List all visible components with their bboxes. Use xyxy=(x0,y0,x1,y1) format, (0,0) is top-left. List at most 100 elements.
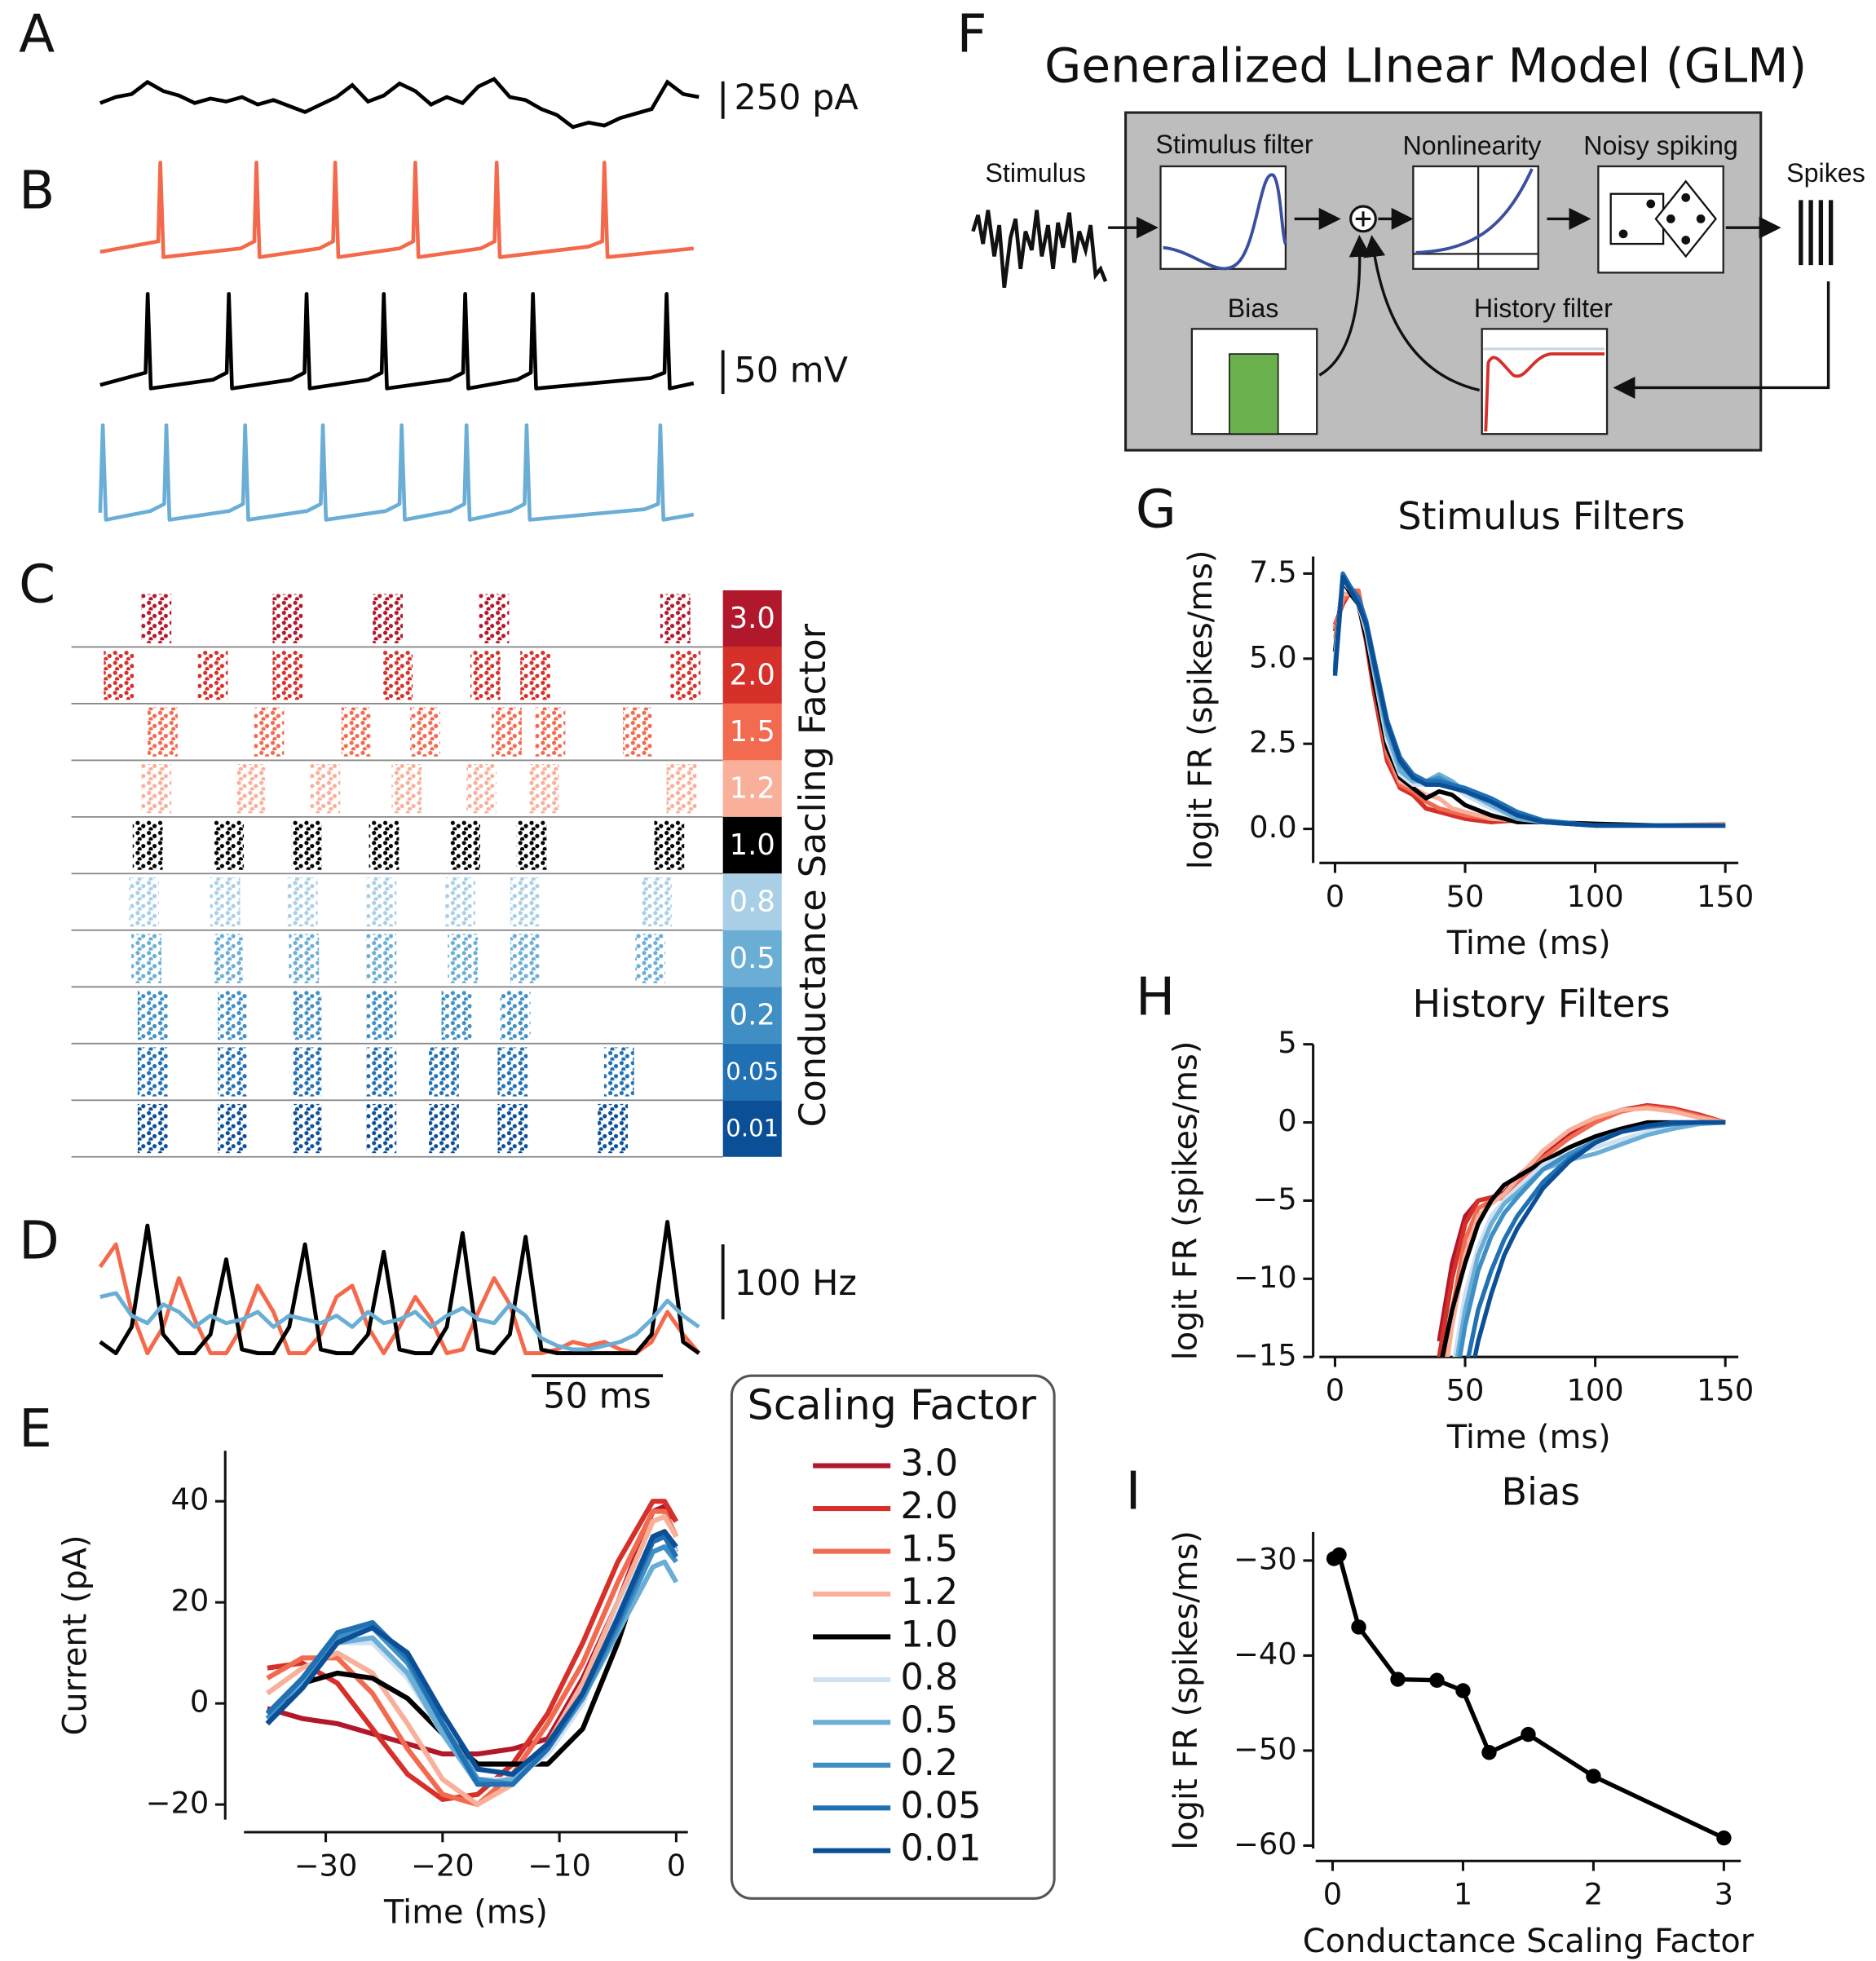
y-tick-label: −15 xyxy=(1234,1338,1297,1373)
panel-label: E xyxy=(19,1398,52,1460)
color-key-label: 0.2 xyxy=(730,999,775,1032)
diagram-title: Generalized LInear Model (GLM) xyxy=(1044,38,1807,93)
x-tick-label: 50 xyxy=(1446,879,1485,914)
color-key xyxy=(722,1100,782,1157)
y-tick-label: 0.0 xyxy=(1249,810,1297,845)
y-axis-label: Conductance Sacling Factor xyxy=(792,623,834,1127)
series-line xyxy=(1332,574,1726,828)
spike-burst xyxy=(287,877,318,927)
spike-burst xyxy=(603,1047,634,1097)
point xyxy=(1455,1683,1471,1698)
panel-label: G xyxy=(1136,479,1176,540)
series-line xyxy=(1332,571,1726,828)
box-label: Bias xyxy=(1228,294,1279,323)
x-axis-label: Conductance Scaling Factor xyxy=(1303,1923,1755,1960)
x-tick-label: 0 xyxy=(1323,1877,1342,1912)
spike-burst xyxy=(520,651,550,700)
spike-burst xyxy=(670,651,701,700)
color-key xyxy=(722,703,782,761)
spike-burst xyxy=(497,1103,528,1154)
spike-burst xyxy=(445,877,475,927)
color-key xyxy=(722,930,782,987)
x-tick-label: 100 xyxy=(1566,879,1623,914)
die-dots xyxy=(1618,192,1706,245)
legend-box xyxy=(730,1374,1056,1900)
spike-burst xyxy=(310,763,341,814)
series-line xyxy=(265,1529,678,1777)
spike-burst xyxy=(429,1047,459,1097)
x-tick-label: 2 xyxy=(1584,1877,1603,1912)
y-tick-label: −50 xyxy=(1234,1731,1297,1766)
series-line xyxy=(1332,574,1726,828)
series-line xyxy=(1332,591,1726,828)
spike-burst xyxy=(131,934,161,983)
chart-title: History Filters xyxy=(1412,982,1670,1026)
color-key-label: 0.01 xyxy=(726,1115,779,1142)
legend-label: 1.2 xyxy=(900,1571,958,1613)
nonlinearity-box xyxy=(1412,165,1539,270)
y-axis-label: logit FR (spikes/ms) xyxy=(1168,1530,1205,1850)
scale-bar-label: 50 mV xyxy=(734,351,848,391)
color-key-label: 1.2 xyxy=(730,772,775,806)
spike-burst xyxy=(291,990,322,1040)
color-key-label: 1.5 xyxy=(730,715,775,749)
current-trace xyxy=(99,77,700,130)
series-line xyxy=(265,1544,678,1787)
spike-burst xyxy=(641,877,672,927)
spike-burst xyxy=(366,990,397,1040)
stimulus-trace xyxy=(971,210,1108,289)
spike-burst xyxy=(210,877,241,927)
spike-burst xyxy=(366,1103,397,1154)
y-tick-label: 20 xyxy=(170,1583,209,1619)
chart-title: Stimulus Filters xyxy=(1397,494,1684,538)
panel-label: B xyxy=(19,160,55,221)
spike-burst xyxy=(535,707,566,757)
y-tick-label: −40 xyxy=(1234,1636,1297,1672)
scale-bar-label: 100 Hz xyxy=(734,1263,856,1304)
y-axis-label: logit FR (spikes/ms) xyxy=(1168,1041,1205,1361)
point xyxy=(1586,1769,1601,1784)
y-tick-label: 7.5 xyxy=(1249,554,1297,590)
series-line xyxy=(1332,588,1726,828)
spike-burst xyxy=(218,1103,248,1154)
spike-burst xyxy=(410,707,441,757)
color-key xyxy=(722,1043,782,1101)
series-line xyxy=(1446,1106,1726,1358)
history-curve xyxy=(1484,352,1605,432)
stimulus-label: Stimulus xyxy=(985,158,1085,188)
box-label: History filter xyxy=(1474,294,1613,323)
box-label: Stimulus filter xyxy=(1155,130,1313,159)
panel-label: H xyxy=(1136,967,1175,1028)
y-tick-label: 0 xyxy=(190,1685,209,1720)
x-axis-label: Time (ms) xyxy=(1446,925,1611,962)
spike-burst xyxy=(291,820,322,870)
spike-burst xyxy=(466,763,497,814)
y-tick-label: −60 xyxy=(1234,1826,1297,1862)
legend-label: 1.5 xyxy=(900,1529,958,1570)
y-tick-label: −5 xyxy=(1252,1181,1296,1217)
spike-burst xyxy=(141,763,172,814)
x-tick-label: 0 xyxy=(667,1848,686,1883)
spike-burst xyxy=(272,651,303,700)
spike-burst xyxy=(197,651,228,700)
color-key xyxy=(722,816,782,874)
box-label: Noisy spiking xyxy=(1583,130,1738,160)
legend-label: 0.8 xyxy=(900,1657,958,1698)
y-tick-label: −20 xyxy=(146,1786,210,1821)
y-tick-label: 5.0 xyxy=(1249,639,1297,674)
legend-label: 0.05 xyxy=(900,1785,981,1826)
spike-burst xyxy=(218,1047,248,1097)
box-label: Nonlinearity xyxy=(1402,130,1542,160)
nonlinearity-curve xyxy=(1415,168,1534,254)
point xyxy=(1481,1745,1497,1760)
voltage-trace xyxy=(98,423,695,522)
spike-burst xyxy=(528,763,559,814)
spike-burst xyxy=(450,820,480,870)
legend-label: 3.0 xyxy=(900,1443,958,1485)
spike-burst xyxy=(289,934,320,983)
legend-label: 0.5 xyxy=(900,1699,958,1741)
arrow xyxy=(1318,235,1371,377)
color-key-label: 0.5 xyxy=(730,942,775,975)
spike-burst xyxy=(132,820,163,870)
